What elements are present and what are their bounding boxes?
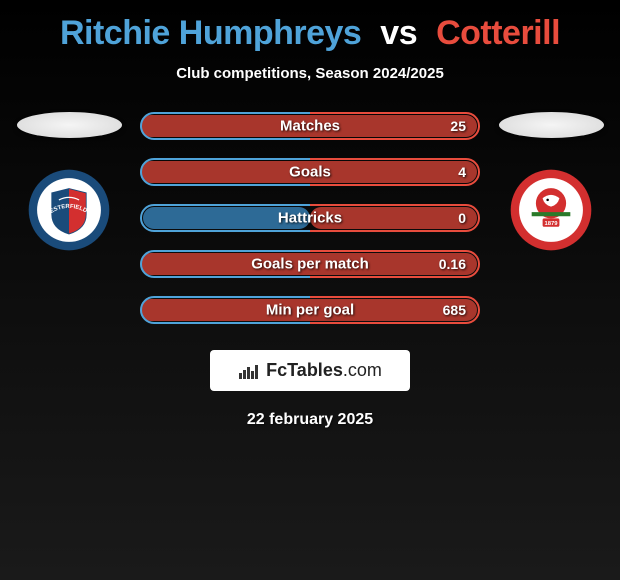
main-row: CHESTERFIELD FC Matches 25 Goals 4 Hattricks… xyxy=(0,112,620,324)
player1-avatar-placeholder xyxy=(17,112,122,138)
stat-bar: Hattricks 0 xyxy=(140,204,480,232)
stat-value-right: 4 xyxy=(458,164,466,180)
stat-bar: Matches 25 xyxy=(140,112,480,140)
chesterfield-badge-icon: CHESTERFIELD FC xyxy=(27,168,111,252)
brand-text: FcTables.com xyxy=(266,360,382,381)
stat-label: Matches xyxy=(280,118,340,135)
svg-text:1879: 1879 xyxy=(544,221,558,227)
stat-label: Goals xyxy=(289,164,331,181)
comparison-card: Ritchie Humphreys vs Cotterill Club comp… xyxy=(0,0,620,439)
player1-name: Ritchie Humphreys xyxy=(60,14,361,52)
stat-value-right: 0 xyxy=(458,210,466,226)
bars-icon xyxy=(238,362,260,380)
player2-name: Cotterill xyxy=(436,14,560,52)
swindon-badge-icon: 1879 • • • • • • xyxy=(509,168,593,252)
vs-separator: vs xyxy=(380,14,417,52)
stat-label: Goals per match xyxy=(251,256,369,273)
left-column: CHESTERFIELD FC xyxy=(14,112,124,252)
stat-label: Hattricks xyxy=(278,210,342,227)
player2-club-badge: 1879 • • • • • • xyxy=(509,168,593,252)
brand-name: FcTables xyxy=(266,360,343,380)
stat-value-right: 25 xyxy=(450,118,466,134)
stat-label: Min per goal xyxy=(266,302,354,319)
date-label: 22 february 2025 xyxy=(247,411,373,429)
stat-value-right: 0.16 xyxy=(439,256,466,272)
right-column: 1879 • • • • • • xyxy=(496,112,606,252)
page-title: Ritchie Humphreys vs Cotterill xyxy=(60,14,560,53)
subtitle: Club competitions, Season 2024/2025 xyxy=(176,65,444,82)
player2-avatar-placeholder xyxy=(499,112,604,138)
stat-bar: Goals per match 0.16 xyxy=(140,250,480,278)
brand-suffix: .com xyxy=(343,360,382,380)
player1-club-badge: CHESTERFIELD FC xyxy=(27,168,111,252)
stats-column: Matches 25 Goals 4 Hattricks 0 Goals per match… xyxy=(140,112,480,324)
stat-bar: Min per goal 685 xyxy=(140,296,480,324)
stat-value-right: 685 xyxy=(443,302,466,318)
brand-watermark: FcTables.com xyxy=(210,350,410,391)
stat-bar: Goals 4 xyxy=(140,158,480,186)
